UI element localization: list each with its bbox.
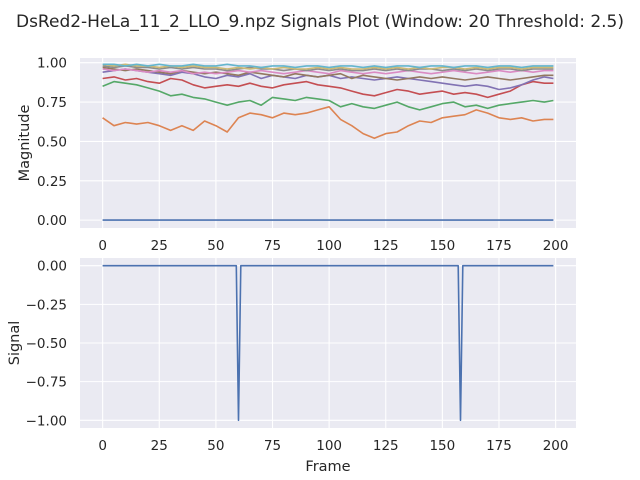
- y-axis-label: Magnitude: [17, 105, 33, 182]
- y-tick-label: −0.75: [26, 375, 67, 391]
- y-tick-label: 0.00: [37, 213, 67, 229]
- series-line-6: [102, 68, 554, 75]
- y-tick-label: 1.00: [37, 56, 67, 72]
- series-line-7: [102, 65, 554, 72]
- x-tick-label: 75: [264, 438, 281, 454]
- series-line-2: [102, 80, 554, 111]
- y-tick-label: −0.50: [26, 336, 67, 352]
- x-tick-label: 150: [429, 438, 455, 454]
- series-line-9: [102, 63, 554, 69]
- y-tick-label: 0.50: [37, 134, 67, 150]
- x-tick-label: 175: [486, 438, 512, 454]
- x-tick-label: 125: [373, 438, 399, 454]
- x-tick-label: 50: [207, 238, 224, 254]
- x-tick-label: 0: [98, 238, 107, 254]
- x-tick-label: 125: [373, 238, 399, 254]
- x-tick-label: 25: [151, 438, 168, 454]
- y-axis-label: Signal: [7, 321, 23, 366]
- y-tick-label: −1.00: [26, 413, 67, 429]
- signal-plot: 0 25 50 75 100 125 150 175 200 0.00 −0.25 −0.50 −0.7…: [7, 258, 576, 475]
- x-tick-label: 200: [543, 438, 569, 454]
- y-tick-label: 0.25: [37, 174, 67, 190]
- x-tick-label: 200: [543, 238, 569, 254]
- x-tick-label: 175: [486, 238, 512, 254]
- x-tick-label: 150: [429, 238, 455, 254]
- magnitude-plot: 0 25 50 75 100 125 150 175 200 0.00 0.25 0.50 0.75 1.…: [17, 56, 576, 254]
- x-tick-label: 50: [207, 438, 224, 454]
- axes-background: [80, 58, 576, 228]
- series-line-0: [102, 264, 554, 422]
- y-tick-label: 0.75: [37, 95, 67, 111]
- series-line-1: [102, 106, 554, 140]
- figure-title: DsRed2-HeLa_11_2_LLO_9.npz Signals Plot …: [16, 12, 624, 32]
- series-line-3: [102, 76, 554, 99]
- y-tick-label: 0.00: [37, 259, 67, 275]
- y-tick-label: −0.25: [26, 297, 67, 313]
- x-tick-label: 0: [98, 438, 107, 454]
- series-line-8: [102, 63, 554, 70]
- x-axis-label: Frame: [305, 459, 350, 475]
- x-tick-label: 75: [264, 238, 281, 254]
- x-tick-label: 100: [316, 438, 342, 454]
- x-tick-label: 25: [151, 238, 168, 254]
- x-tick-label: 100: [316, 238, 342, 254]
